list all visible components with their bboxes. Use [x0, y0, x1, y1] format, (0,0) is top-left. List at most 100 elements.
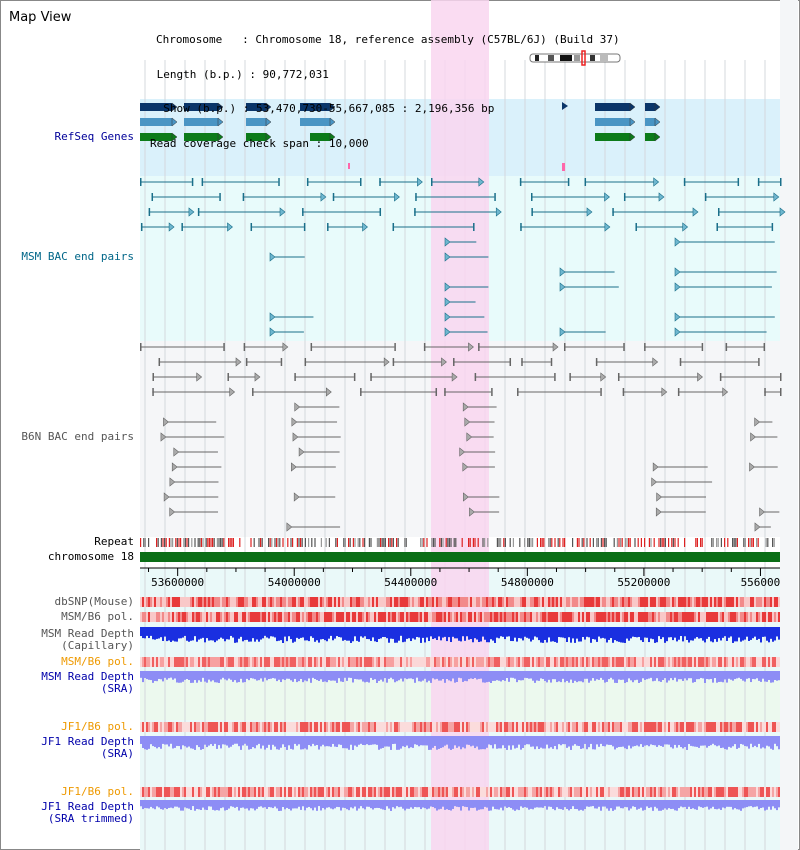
depth-bar	[272, 736, 274, 745]
depth-bar	[218, 671, 220, 683]
heat-cell	[490, 787, 492, 797]
depth-bar	[338, 736, 340, 745]
heat-cell	[270, 722, 272, 732]
depth-bar	[304, 627, 306, 641]
depth-bar	[544, 800, 546, 807]
depth-bar	[652, 627, 654, 640]
heat-cell	[574, 657, 576, 667]
track-label-b6n-bac[interactable]: B6N BAC end pairs	[21, 430, 134, 443]
repeat-element	[271, 538, 273, 547]
msm-bac-pair	[674, 282, 772, 292]
depth-bar	[212, 671, 214, 681]
heat-cell	[694, 597, 696, 607]
b6n-bac-pair	[459, 447, 496, 457]
heat-cell	[636, 657, 638, 667]
depth-bar	[778, 671, 780, 681]
depth-bar	[224, 671, 226, 680]
track-label-msm-bac[interactable]: MSM BAC end pairs	[21, 250, 134, 263]
depth-bar	[710, 671, 712, 679]
heat-cell	[518, 657, 520, 667]
track-label-msm-b6-pol-1[interactable]: MSM/B6 pol.	[61, 610, 134, 623]
heat-cell	[448, 657, 450, 667]
heat-cell	[384, 657, 386, 667]
depth-bar	[344, 736, 346, 749]
heat-cell	[312, 787, 314, 797]
depth-bar	[290, 671, 292, 681]
depth-bar	[690, 671, 692, 679]
heat-cell	[464, 657, 466, 667]
depth-bar	[666, 627, 668, 642]
heat-cell	[636, 722, 638, 732]
depth-bar	[562, 800, 564, 810]
heat-cell	[298, 597, 300, 607]
heat-cell	[772, 722, 774, 732]
depth-bar	[292, 736, 294, 750]
heat-cell	[308, 612, 310, 622]
heat-cell	[510, 787, 512, 797]
heat-cell	[178, 657, 180, 667]
track-label-jf1-read-depth-trimmed[interactable]: JF1 Read Depth (SRA trimmed)	[41, 800, 134, 825]
heat-cell	[594, 722, 596, 732]
depth-bar	[448, 671, 450, 681]
repeat-element	[200, 538, 202, 547]
heat-cell	[370, 722, 372, 732]
track-label-msm-b6-pol-2[interactable]: MSM/B6 pol.	[61, 655, 134, 668]
heat-cell	[250, 597, 252, 607]
heat-cell	[404, 722, 406, 732]
depth-bar	[548, 800, 550, 807]
heat-cell	[176, 787, 178, 797]
heat-cell	[380, 722, 382, 732]
heat-cell	[152, 657, 154, 667]
heat-cell	[276, 612, 278, 622]
heat-cell	[596, 612, 598, 622]
track-label-dbsnp[interactable]: dbSNP(Mouse)	[54, 595, 134, 608]
heat-cell	[336, 612, 338, 622]
depth-bar	[306, 671, 308, 682]
track-label-jf1-read-depth-sra[interactable]: JF1 Read Depth (SRA)	[41, 735, 134, 760]
heat-cell	[260, 787, 262, 797]
repeat-element	[172, 538, 174, 547]
track-label-chromosome[interactable]: chromosome 18	[47, 550, 134, 563]
heat-cell	[360, 657, 362, 667]
track-label-repeat[interactable]: Repeat	[94, 535, 134, 548]
heat-cell	[516, 722, 518, 732]
heat-cell	[436, 722, 438, 732]
depth-bar	[156, 736, 158, 749]
heat-cell	[324, 722, 326, 732]
depth-bar	[232, 736, 234, 745]
heat-cell	[404, 612, 406, 622]
repeat-element	[279, 538, 281, 547]
track-label-msm-read-depth-sra[interactable]: MSM Read Depth (SRA)	[41, 670, 134, 695]
track-label-refseq[interactable]: RefSeq Genes	[54, 130, 134, 143]
bac-end-arrow	[749, 462, 755, 472]
depth-bar	[444, 800, 446, 810]
repeat-element	[314, 538, 316, 547]
heat-cell	[468, 787, 470, 797]
track-label-jf1-b6-pol-1[interactable]: JF1/B6 pol.	[61, 720, 134, 733]
heat-cell	[322, 612, 324, 622]
depth-bar	[474, 627, 476, 639]
depth-bar	[724, 671, 726, 680]
bac-end-arrow	[656, 492, 663, 502]
heat-cell	[662, 612, 664, 622]
depth-bar	[166, 671, 168, 680]
depth-bar	[168, 736, 170, 747]
msm-bac-pair	[151, 193, 221, 201]
track-label-jf1-b6-pol-2[interactable]: JF1/B6 pol.	[61, 785, 134, 798]
depth-bar	[396, 736, 398, 750]
heat-cell	[252, 597, 254, 607]
depth-bar	[526, 671, 528, 679]
msm-bac-pair	[559, 267, 615, 277]
track-label-msm-read-depth-capillary[interactable]: MSM Read Depth (Capillary)	[41, 627, 134, 652]
depth-bar	[274, 671, 276, 679]
depth-bar	[614, 671, 616, 683]
depth-bar	[674, 671, 676, 678]
depth-bar	[680, 671, 682, 680]
repeat-element	[199, 538, 201, 547]
heat-cell	[668, 722, 670, 732]
depth-bar	[262, 627, 264, 639]
depth-bar	[728, 627, 730, 638]
depth-bar	[248, 671, 250, 681]
heat-cell	[450, 612, 452, 622]
